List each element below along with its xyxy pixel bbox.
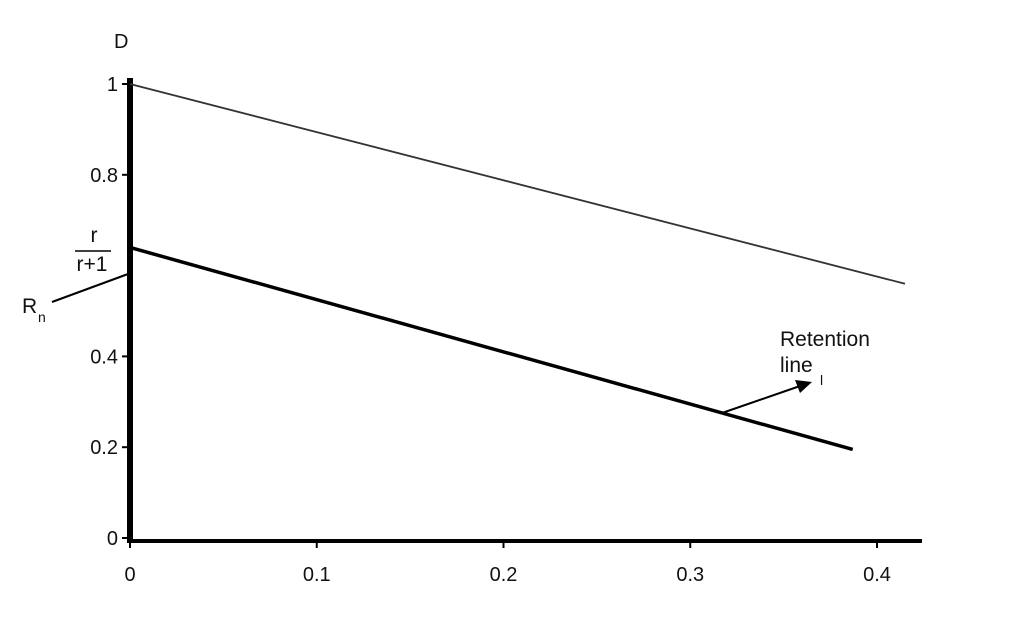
retention-label-line1: Retention — [780, 328, 870, 351]
x-tick-label: 0.1 — [303, 564, 331, 586]
y-axis-title: D — [114, 31, 128, 53]
series-line-retention — [129, 245, 854, 452]
series-group — [129, 83, 906, 452]
x-tick-label: 0.3 — [676, 564, 704, 586]
retention-label-subscript: l — [820, 372, 823, 388]
y-tick-label: 0.4 — [90, 346, 118, 368]
y-tick-label: 0.8 — [90, 165, 118, 187]
x-tick-label: 0.2 — [490, 564, 518, 586]
y-tick-label: 1 — [107, 74, 118, 96]
rn-annotation: R n — [22, 273, 129, 325]
rn-pointer-line — [51, 273, 129, 303]
x-tick-label: 0.4 — [863, 564, 891, 586]
rn-subscript: n — [38, 309, 46, 325]
y-tick-label: 0 — [107, 528, 118, 550]
retention-label-line2: line — [780, 354, 813, 377]
y-ticks: 0 0.2 0.4 0.8 1 — [90, 74, 130, 550]
fraction-numerator: r — [91, 224, 98, 247]
fraction-denominator: r+1 — [77, 253, 108, 276]
x-tick-label: 0 — [124, 564, 135, 586]
x-ticks: 0 0.1 0.2 0.3 0.4 — [124, 541, 891, 586]
retention-arrow-head — [795, 380, 812, 393]
retention-annotation: Retention line l — [721, 328, 870, 414]
y-tick-label: 0.2 — [90, 437, 118, 459]
fraction-annotation: r r+1 — [75, 224, 111, 276]
rn-label: R — [22, 295, 37, 318]
series-line-upper — [129, 83, 906, 285]
retention-arrow-shaft — [721, 385, 801, 414]
